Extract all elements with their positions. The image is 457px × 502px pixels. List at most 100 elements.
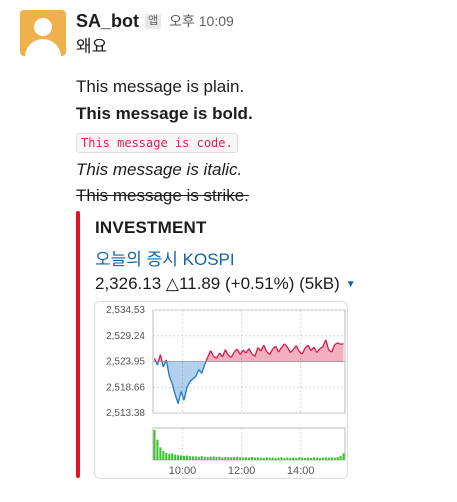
price-line-segment (215, 352, 221, 359)
price-area-segment (195, 361, 199, 377)
price-line-segment (183, 387, 188, 401)
volume-bar (174, 454, 177, 460)
username[interactable]: SA_bot (76, 10, 139, 31)
price-line-segment (260, 344, 265, 352)
volume-bar (227, 457, 230, 460)
price-area-segment (328, 350, 332, 362)
price-line-segment (218, 352, 223, 358)
y-tick-label: 2,523.95 (106, 357, 145, 368)
price-area-segment (313, 347, 317, 362)
price-line-segment (316, 348, 321, 353)
app-badge: 앱 (145, 13, 162, 29)
price-area-segment (169, 361, 173, 384)
message-line-strike: This message is strike. (76, 186, 249, 205)
volume-bar (239, 457, 242, 460)
price-line-segment (272, 345, 277, 350)
price-line-segment (301, 347, 306, 355)
volume-bar (292, 457, 295, 460)
price-line-segment (230, 351, 235, 358)
volume-bar (209, 456, 212, 460)
volume-plot-frame (152, 427, 346, 461)
price-area-segment (311, 347, 314, 362)
attachment-text: 2,326.13 △11.89 (+0.51%) (5kB) (95, 274, 340, 293)
price-area-segment (219, 353, 223, 362)
price-line-segment (221, 349, 226, 358)
volume-bar (256, 457, 259, 460)
price-line-segment (207, 350, 212, 358)
y-tick-label: 2,529.24 (106, 331, 145, 342)
price-line-segment (295, 345, 300, 352)
price-area-segment (237, 349, 241, 362)
price-line-segment (192, 375, 197, 380)
caret-down-icon[interactable]: ▼ (345, 278, 356, 290)
stock-chart-image[interactable]: 2,534.53 2,529.24 2,523.95 2,518.66 2,513.38… (94, 301, 348, 479)
price-line-segment (236, 348, 241, 355)
volume-bar (162, 451, 165, 460)
price-line-segment (334, 342, 338, 346)
volume-bar (309, 457, 313, 460)
volume-bar (156, 439, 159, 460)
price-line-segment (205, 357, 209, 362)
price-area-segment (175, 361, 179, 404)
volume-bar (215, 457, 218, 460)
price-area-segment (325, 339, 329, 362)
volume-bar (315, 457, 318, 460)
price-line-segment (313, 346, 318, 353)
price-line-segment (275, 345, 280, 353)
price-line-segment (337, 342, 341, 345)
price-area-segment (246, 348, 249, 362)
message-line-korean: 왜요 (76, 37, 108, 56)
volume-bar (321, 457, 324, 460)
price-area-segment (334, 342, 338, 362)
volume-bar (247, 457, 251, 460)
price-line-segment (224, 349, 229, 356)
price-line-segment (286, 346, 291, 353)
volume-bar (277, 457, 280, 460)
attachment-text-row: 2,326.13 △11.89 (+0.51%) (5kB) ▼ (95, 274, 356, 294)
volume-bar (274, 457, 277, 460)
volume-bar (268, 457, 271, 460)
avatar[interactable] (20, 10, 66, 56)
attachment-color-bar (76, 211, 80, 478)
price-line-segment (239, 349, 244, 355)
price-line-segment (195, 369, 200, 377)
volume-bar (295, 457, 298, 460)
volume-bar (262, 457, 265, 460)
price-area-segment (305, 345, 309, 362)
volume-bar (212, 456, 215, 460)
price-line-segment (325, 339, 330, 351)
price-line-segment (242, 349, 247, 354)
timestamp[interactable]: 오후 10:09 (169, 13, 234, 29)
price-line-segment (319, 346, 324, 350)
price-area-segment (275, 346, 279, 362)
volume-bar (250, 457, 253, 460)
volume-bar (180, 455, 183, 460)
volume-bar (224, 457, 227, 460)
price-area-segment (302, 348, 306, 362)
volume-bar (165, 452, 168, 460)
attachment-link[interactable]: 오늘의 증시 KOSPI (95, 250, 235, 269)
volume-bar (312, 457, 316, 460)
price-area-segment (192, 361, 196, 379)
price-line-segment (153, 358, 157, 362)
price-line-segment (322, 339, 327, 347)
volume-bar (177, 455, 180, 460)
volume-bar (182, 455, 186, 460)
price-area-segment (287, 347, 291, 362)
volume-bar (336, 457, 339, 460)
price-area-segment (331, 344, 335, 362)
price-area-segment (269, 349, 273, 362)
volume-bar (304, 457, 307, 460)
volume-bar (188, 456, 191, 460)
price-line-segment (159, 354, 163, 362)
y-tick-label: 2,518.66 (106, 382, 145, 393)
volume-bar (265, 457, 268, 460)
price-area-segment (205, 357, 208, 362)
volume-bar (339, 455, 342, 460)
price-line-segment (180, 391, 185, 401)
price-area-segment (249, 348, 252, 362)
message-line-plain: This message is plain. (76, 77, 245, 96)
volume-bar (280, 457, 283, 460)
y-tick-label: 2,513.38 (106, 408, 145, 419)
price-area-segment (340, 343, 344, 362)
